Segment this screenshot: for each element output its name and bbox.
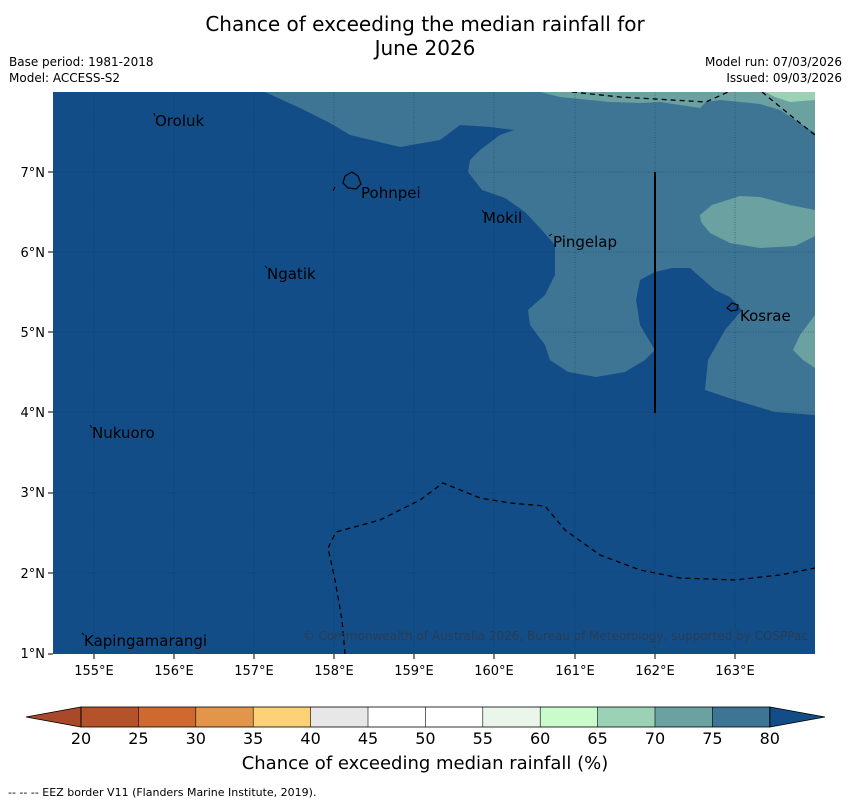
colorbar-tick-label: 20 (70, 729, 92, 748)
label-pingelap: Pingelap (553, 233, 617, 251)
eez-borders (327, 92, 815, 654)
label-ngatik: Ngatik (267, 265, 316, 283)
lat-tick-label: 5°N (21, 326, 46, 341)
lon-tick-label: 160°E (474, 664, 514, 679)
eez-border-south (327, 482, 815, 654)
colorbar-tick-label: 35 (243, 729, 264, 748)
lat-tick-label: 1°N (21, 647, 46, 662)
colorbar-tick-label: 30 (185, 729, 206, 748)
label-mokil: Mokil (483, 209, 522, 227)
copyright-notice: © Commonwealth of Australia 2026, Bureau… (303, 629, 808, 643)
eez-border-north (571, 92, 729, 103)
colorbar-segment (712, 707, 771, 727)
pohnpei-island-outline (342, 171, 362, 190)
nukuoro-mark (89, 424, 93, 429)
colorbar-segment (195, 707, 254, 727)
colorbar-segment (597, 707, 656, 727)
lon-tick-label: 157°E (234, 664, 274, 679)
colorbar-segment (253, 707, 312, 727)
title-line-1: Chance of exceeding the median rainfall … (205, 12, 645, 36)
lon-tick-label: 161°E (555, 664, 595, 679)
lat-tick-label: 2°N (21, 567, 46, 582)
colorbar-title: Chance of exceeding median rainfall (%) (241, 753, 609, 774)
lon-tick-label: 162°E (635, 664, 675, 679)
colorbar-tick-label: 80 (759, 729, 780, 748)
colorbar-extend-high (769, 706, 826, 728)
map-title: Chance of exceeding the median rainfall … (0, 12, 850, 60)
colorbar-segment (655, 707, 713, 727)
colorbar-segment (368, 707, 426, 727)
lon-tick-label: 155°E (74, 664, 114, 679)
colorbar (25, 706, 826, 728)
base-period: Base period: 1981-2018 (9, 55, 154, 69)
map-area: Oroluk Pohnpei Mokil Pingelap Ngatik Kos… (53, 92, 815, 654)
label-kapingamarangi: Kapingamarangi (84, 632, 207, 650)
label-oroluk: Oroluk (155, 112, 204, 130)
model-name: Model: ACCESS-S2 (9, 71, 121, 85)
eez-footnote: -- -- -- EEZ border V11 (Flanders Marine… (8, 786, 317, 799)
colorbar-extend-low (25, 706, 82, 728)
contour-75 (265, 92, 815, 415)
issued-date: Issued: 09/03/2026 (726, 71, 842, 85)
lat-tick-label: 6°N (21, 246, 46, 261)
lat-tick-label: 3°N (21, 486, 46, 501)
meta-right: Model run: 07/03/2026 Issued: 09/03/2026 (705, 54, 842, 86)
colorbar-tick-label: 40 (300, 729, 321, 748)
colorbar-segment (81, 707, 139, 727)
contour-70-southeast (793, 315, 815, 368)
colorbar-tick-label: 65 (587, 729, 608, 748)
latitude-ticks: 1°N 2°N 3°N 4°N 5°N 6°N 7°N (21, 166, 53, 662)
lon-tick-label: 156°E (154, 664, 194, 679)
colorbar-tick-label: 70 (644, 729, 666, 748)
lon-tick-label: 158°E (314, 664, 354, 679)
colorbar-tick-label: 55 (472, 729, 493, 748)
colorbar-segment (425, 707, 484, 727)
kosrae-island-outline (726, 302, 739, 312)
meta-left: Base period: 1981-2018 Model: ACCESS-S2 (9, 54, 154, 86)
colorbar-segment (540, 707, 599, 727)
longitude-ticks: 155°E 156°E 157°E 158°E 159°E 160°E 161°… (74, 654, 755, 679)
colorbar-segment (310, 707, 369, 727)
kapingamarangi-mark (81, 632, 85, 636)
gridlines (53, 92, 815, 654)
colorbar-tick-label: 25 (128, 729, 149, 748)
lon-tick-label: 163°E (715, 664, 755, 679)
colorbar-segment (482, 707, 541, 727)
mokil-mark (481, 209, 485, 214)
model-run: Model run: 07/03/2026 (704, 55, 842, 69)
label-pohnpei: Pohnpei (361, 184, 421, 202)
label-nukuoro: Nukuoro (92, 424, 155, 442)
contour-65 (765, 92, 815, 102)
oroluk-mark (153, 112, 156, 117)
colorbar-tick-label: 45 (357, 729, 379, 748)
lat-tick-label: 7°N (21, 166, 46, 181)
colorbar-tick-label: 75 (702, 729, 723, 748)
lon-tick-label: 159°E (394, 664, 434, 679)
contour-70-east (700, 196, 815, 248)
eez-border-northeast (761, 92, 815, 136)
colorbar-tick-label: 60 (530, 729, 551, 748)
label-kosrae: Kosrae (740, 307, 791, 325)
colorbar-tick-label: 50 (415, 729, 436, 748)
lat-tick-label: 4°N (21, 406, 46, 421)
title-line-2: June 2026 (374, 36, 476, 60)
contour-70-north (540, 92, 815, 133)
small-island-marks (81, 112, 553, 636)
pingelap-mark (548, 233, 553, 237)
colorbar-segment (138, 707, 197, 727)
pohnpei-reef-mark (332, 186, 336, 192)
ngatik-mark (264, 265, 268, 269)
place-labels: Oroluk Pohnpei Mokil Pingelap Ngatik Kos… (84, 112, 791, 650)
